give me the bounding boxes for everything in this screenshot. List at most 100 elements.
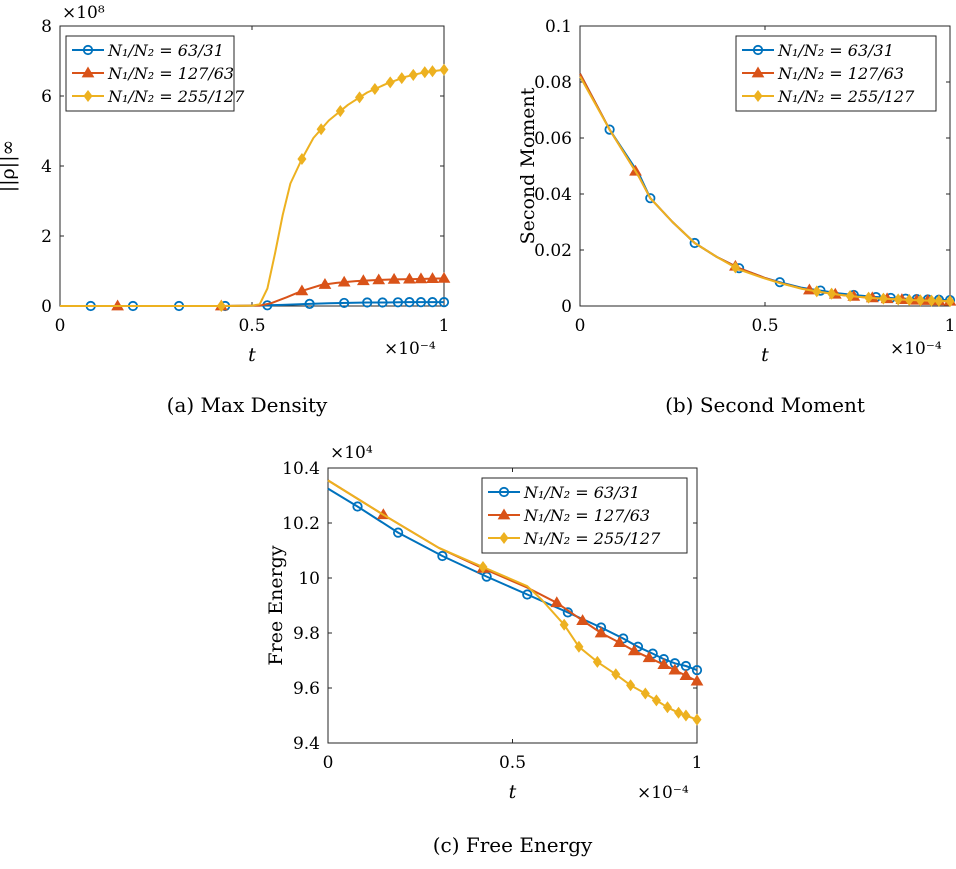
data-point-triangle [387, 272, 401, 284]
x-tick-label: 1 [439, 316, 450, 336]
y-tick-label: 0.08 [534, 73, 572, 93]
y-tick-label: 0.06 [534, 129, 572, 149]
data-point-triangle [295, 284, 309, 296]
legend-box [481, 477, 688, 554]
data-point-circle [393, 527, 404, 538]
data-point-diamond [439, 63, 449, 76]
data-point-diamond [427, 65, 438, 78]
x-axis-multiplier: ×10⁻⁴ [637, 783, 689, 803]
data-point-diamond [864, 291, 874, 304]
data-point-triangle [426, 272, 439, 283]
data-point-diamond [640, 687, 650, 700]
y-tick-label: 4 [41, 157, 52, 177]
data-point-circle [392, 297, 404, 308]
y-tick-label: 8 [41, 17, 52, 37]
y-tick-label: 0.02 [534, 241, 572, 261]
x-tick-label: 0 [323, 753, 334, 773]
y-tick-label: 9.6 [293, 679, 320, 699]
data-point-diamond [611, 668, 621, 681]
data-point-circle [377, 297, 388, 308]
panel-free-energy: 0 0.5 1 9.4 9.6 9.8 10 10.2 10.4 t Free Energy ×10⁻… [265, 443, 704, 857]
data-point-diamond [420, 66, 430, 79]
data-point-diamond [385, 76, 395, 89]
data-point-diamond [216, 299, 226, 313]
data-point-diamond [478, 560, 488, 574]
data-point-triangle [356, 274, 370, 286]
data-point-diamond [692, 713, 702, 726]
y-tick-label: 9.4 [293, 734, 320, 754]
data-point-diamond [915, 294, 925, 307]
data-point-triangle [372, 273, 386, 285]
data-point-diamond [354, 91, 365, 104]
legend-entry: N₁/N₂ = 63/31 [523, 483, 640, 502]
data-point-diamond [878, 292, 888, 305]
legend-entry: N₁/N₂ = 255/127 [107, 87, 245, 106]
y-axis-label: Second Moment [517, 87, 539, 244]
legend-marker-diamond [83, 89, 93, 103]
data-point-triangle [657, 658, 671, 669]
legend-entry: N₁/N₂ = 255/127 [523, 529, 661, 548]
data-point-diamond [681, 709, 691, 722]
data-point-triangle [613, 636, 626, 647]
x-tick-label: 1 [692, 753, 703, 773]
x-axis-multiplier: ×10⁻⁴ [890, 339, 942, 359]
data-point-triangle [668, 663, 682, 675]
data-point-diamond [934, 294, 944, 307]
data-point-diamond [730, 261, 740, 274]
legend-marker-triangle [751, 66, 765, 78]
x-axis-label: t [761, 344, 769, 366]
legend-marker-circle [82, 44, 94, 56]
y-axis-label: Free Energy [265, 545, 287, 665]
data-point-diamond [592, 655, 602, 668]
data-point-diamond [845, 289, 855, 303]
y-tick-label: 0.04 [534, 185, 572, 205]
y-axis-multiplier: ×10⁸ [62, 3, 105, 23]
y-axis-multiplier: ×10⁴ [330, 443, 373, 463]
x-axis-label: t [509, 781, 517, 803]
data-point-triangle [642, 651, 656, 663]
legend-entry: N₁/N₂ = 127/63 [777, 64, 904, 83]
panel-caption: (a) Max Density [167, 393, 328, 417]
data-point-circle [362, 297, 373, 308]
x-axis-multiplier: ×10⁻⁴ [384, 339, 436, 359]
legend-marker-circle [752, 44, 764, 56]
data-point-circle [427, 297, 438, 308]
y-axis-label: ||ρ||∞ [0, 140, 19, 193]
data-point-circle [404, 297, 415, 308]
panel-caption: (b) Second Moment [665, 393, 865, 417]
y-tick-label: 2 [41, 227, 52, 247]
legend-marker-triangle [81, 66, 95, 78]
y-tick-label: 9.8 [293, 624, 320, 644]
data-point-diamond [559, 618, 569, 631]
panel-caption: (c) Free Energy [433, 833, 593, 857]
data-point-diamond [297, 152, 307, 166]
data-point-diamond [626, 679, 636, 692]
data-point-circle [689, 237, 700, 249]
data-point-circle [415, 297, 427, 308]
data-point-circle [522, 589, 533, 600]
legend-marker-diamond [753, 89, 763, 103]
x-tick-label: 0 [55, 316, 66, 336]
y-tick-label: 6 [41, 87, 52, 107]
legend-entry: N₁/N₂ = 63/31 [777, 41, 894, 60]
legend-entry: N₁/N₂ = 127/63 [523, 506, 650, 525]
y-tick-label: 10.4 [282, 459, 320, 479]
data-point-diamond [827, 287, 837, 300]
legend-marker-triangle [497, 508, 511, 520]
x-axis-label: t [248, 344, 256, 366]
data-point-diamond [408, 68, 418, 81]
data-point-triangle [437, 271, 451, 283]
legend-marker-diamond [499, 531, 509, 545]
x-tick-label: 1 [945, 316, 956, 336]
legend-marker-circle [498, 486, 510, 498]
x-tick-label: 0.5 [238, 316, 265, 336]
data-point-circle [437, 550, 448, 562]
data-point-circle [645, 193, 656, 204]
data-point-diamond [945, 295, 955, 308]
data-point-circle [604, 124, 615, 135]
data-point-diamond [893, 293, 903, 306]
data-point-triangle [550, 596, 564, 608]
data-point-diamond [812, 285, 822, 298]
